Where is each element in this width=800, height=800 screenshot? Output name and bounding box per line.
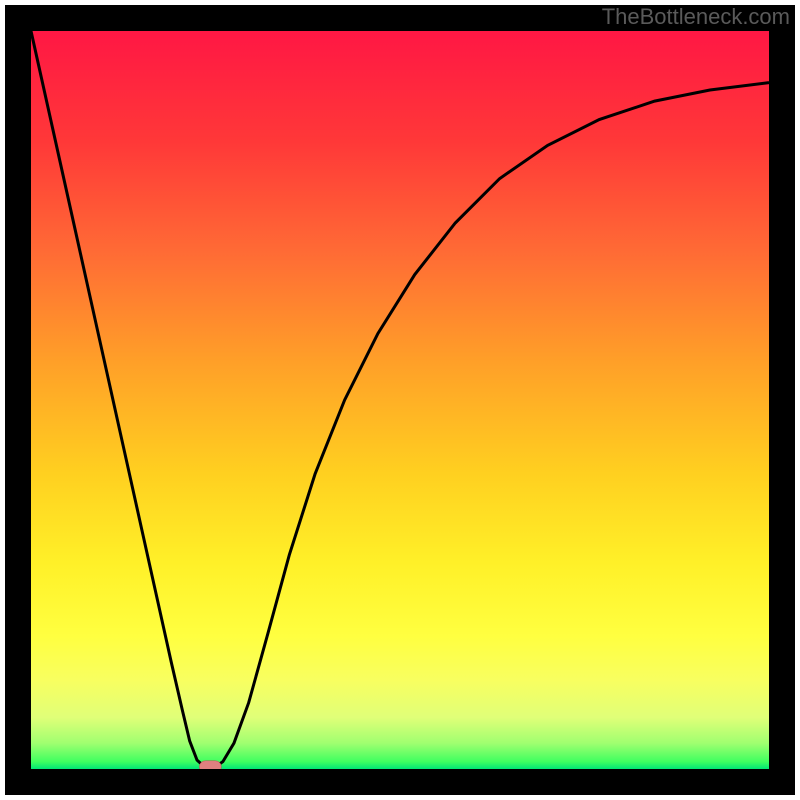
chart-svg xyxy=(0,0,800,800)
attribution-text: TheBottleneck.com xyxy=(602,4,790,30)
bottleneck-chart: TheBottleneck.com xyxy=(0,0,800,800)
plot-background xyxy=(31,31,769,769)
